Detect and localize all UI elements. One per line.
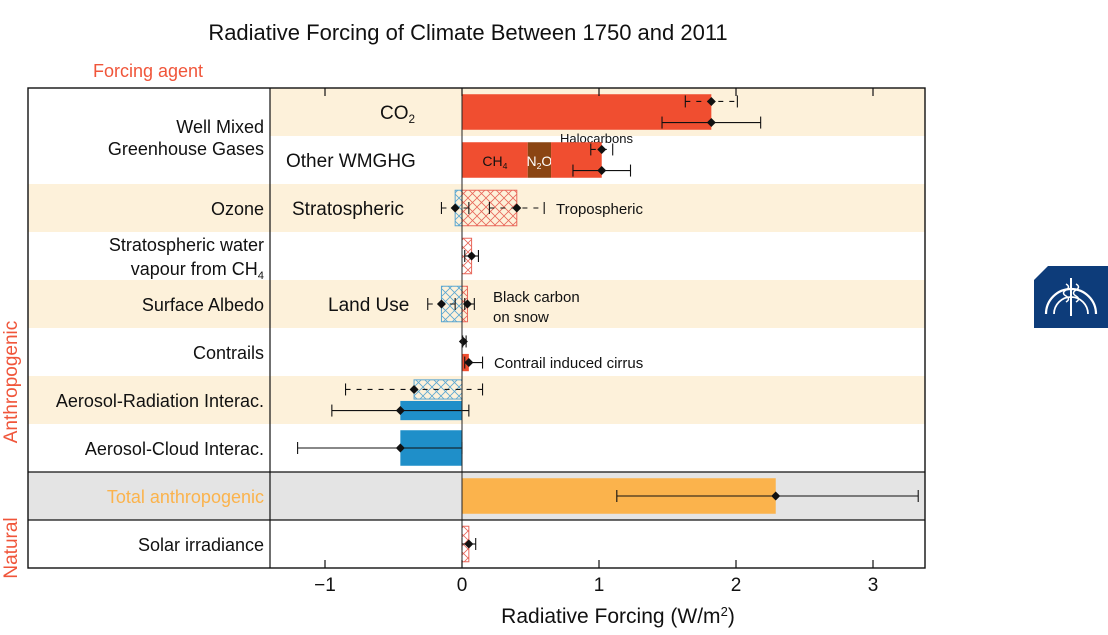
error-marker-aerosol-cloud-0 xyxy=(395,443,405,453)
column-header: Forcing agent xyxy=(93,61,203,81)
row-label-aerosol-cloud: Aerosol-Cloud Interac. xyxy=(85,439,264,459)
error-marker-strat-water-0 xyxy=(467,251,477,261)
row-label-solar: Solar irradiance xyxy=(138,535,264,555)
row-label2-strat-water: vapour from CH4 xyxy=(131,259,264,282)
band-aerosol-radiation xyxy=(270,376,925,424)
x-tick-label-2: 1 xyxy=(594,575,605,596)
error-marker-aerosol-radiation-1 xyxy=(395,406,405,416)
x-axis-label: Radiative Forcing (W/m2) xyxy=(501,604,735,628)
error-marker-other-wmghg-0 xyxy=(597,144,607,154)
error-marker-contrails-1 xyxy=(464,358,474,368)
bar-other-wmghg-1 xyxy=(527,142,552,178)
band-ozone xyxy=(270,184,925,232)
error-marker-co2-1 xyxy=(706,118,716,128)
row-label-ozone: Ozone xyxy=(211,199,264,219)
label-band-wmghg xyxy=(28,88,270,184)
annotation-surface-albedo: Black carbon xyxy=(493,289,580,306)
error-marker-ozone-0 xyxy=(450,203,460,213)
x-tick-label-1: 0 xyxy=(457,575,468,596)
group-label-natural: Natural xyxy=(1,517,22,578)
row-label-total-anthropogenic: Total anthropogenic xyxy=(107,487,264,507)
band-surface-albedo xyxy=(270,280,925,328)
error-marker-surface-albedo-0 xyxy=(436,299,446,309)
label-band-surface-albedo xyxy=(28,280,270,328)
row-label-strat-water: Stratospheric water xyxy=(109,235,264,255)
error-marker-other-wmghg-1 xyxy=(597,166,607,176)
error-marker-total-anthropogenic-0 xyxy=(771,491,781,501)
row-label-contrails: Contrails xyxy=(193,343,264,363)
bar-ozone-1 xyxy=(461,189,518,227)
bar-other-wmghg-0 xyxy=(462,142,528,178)
error-marker-solar-0 xyxy=(464,539,474,549)
annotation-ozone: Tropospheric xyxy=(556,201,643,218)
row-label-aerosol-radiation: Aerosol-Radiation Interac. xyxy=(56,391,264,411)
chart-title: Radiative Forcing of Climate Between 175… xyxy=(208,20,727,45)
label-band-ozone xyxy=(28,184,270,232)
row-label2-co2: Greenhouse Gases xyxy=(108,139,264,159)
error-marker-aerosol-radiation-0 xyxy=(409,384,419,394)
row-label-co2: Well Mixed xyxy=(176,117,264,137)
row-label-surface-albedo: Surface Albedo xyxy=(142,295,264,315)
error-marker-contrails-0 xyxy=(458,336,468,346)
error-marker-co2-0 xyxy=(706,96,716,106)
x-tick-label-3: 2 xyxy=(731,575,742,596)
x-tick-label-4: 3 xyxy=(868,575,879,596)
sub-label-co2: CO2 xyxy=(380,103,415,126)
plot-frame xyxy=(27,87,926,569)
bar-label-other-wmghg-1: N2O xyxy=(526,153,552,171)
ipcc-logo-icon xyxy=(1034,266,1108,328)
annotation-contrails: Contrail induced cirrus xyxy=(494,355,643,372)
bar-label-other-wmghg-0: CH4 xyxy=(482,153,507,171)
bar-other-wmghg-2 xyxy=(551,142,602,178)
group-label-anthropogenic: Anthropogenic xyxy=(1,321,22,444)
sub-label-other-wmghg: Other WMGHG xyxy=(286,151,416,172)
error-marker-surface-albedo-1 xyxy=(462,299,472,309)
sub-label-surface-albedo: Land Use xyxy=(328,295,409,316)
error-marker-ozone-1 xyxy=(512,203,522,213)
sub-label-ozone: Stratospheric xyxy=(292,199,404,220)
annotation2-surface-albedo: on snow xyxy=(493,309,549,326)
x-tick-label-0: −1 xyxy=(314,575,336,596)
bar-co2-0 xyxy=(462,94,712,130)
label-band-aerosol-radiation xyxy=(28,376,270,424)
